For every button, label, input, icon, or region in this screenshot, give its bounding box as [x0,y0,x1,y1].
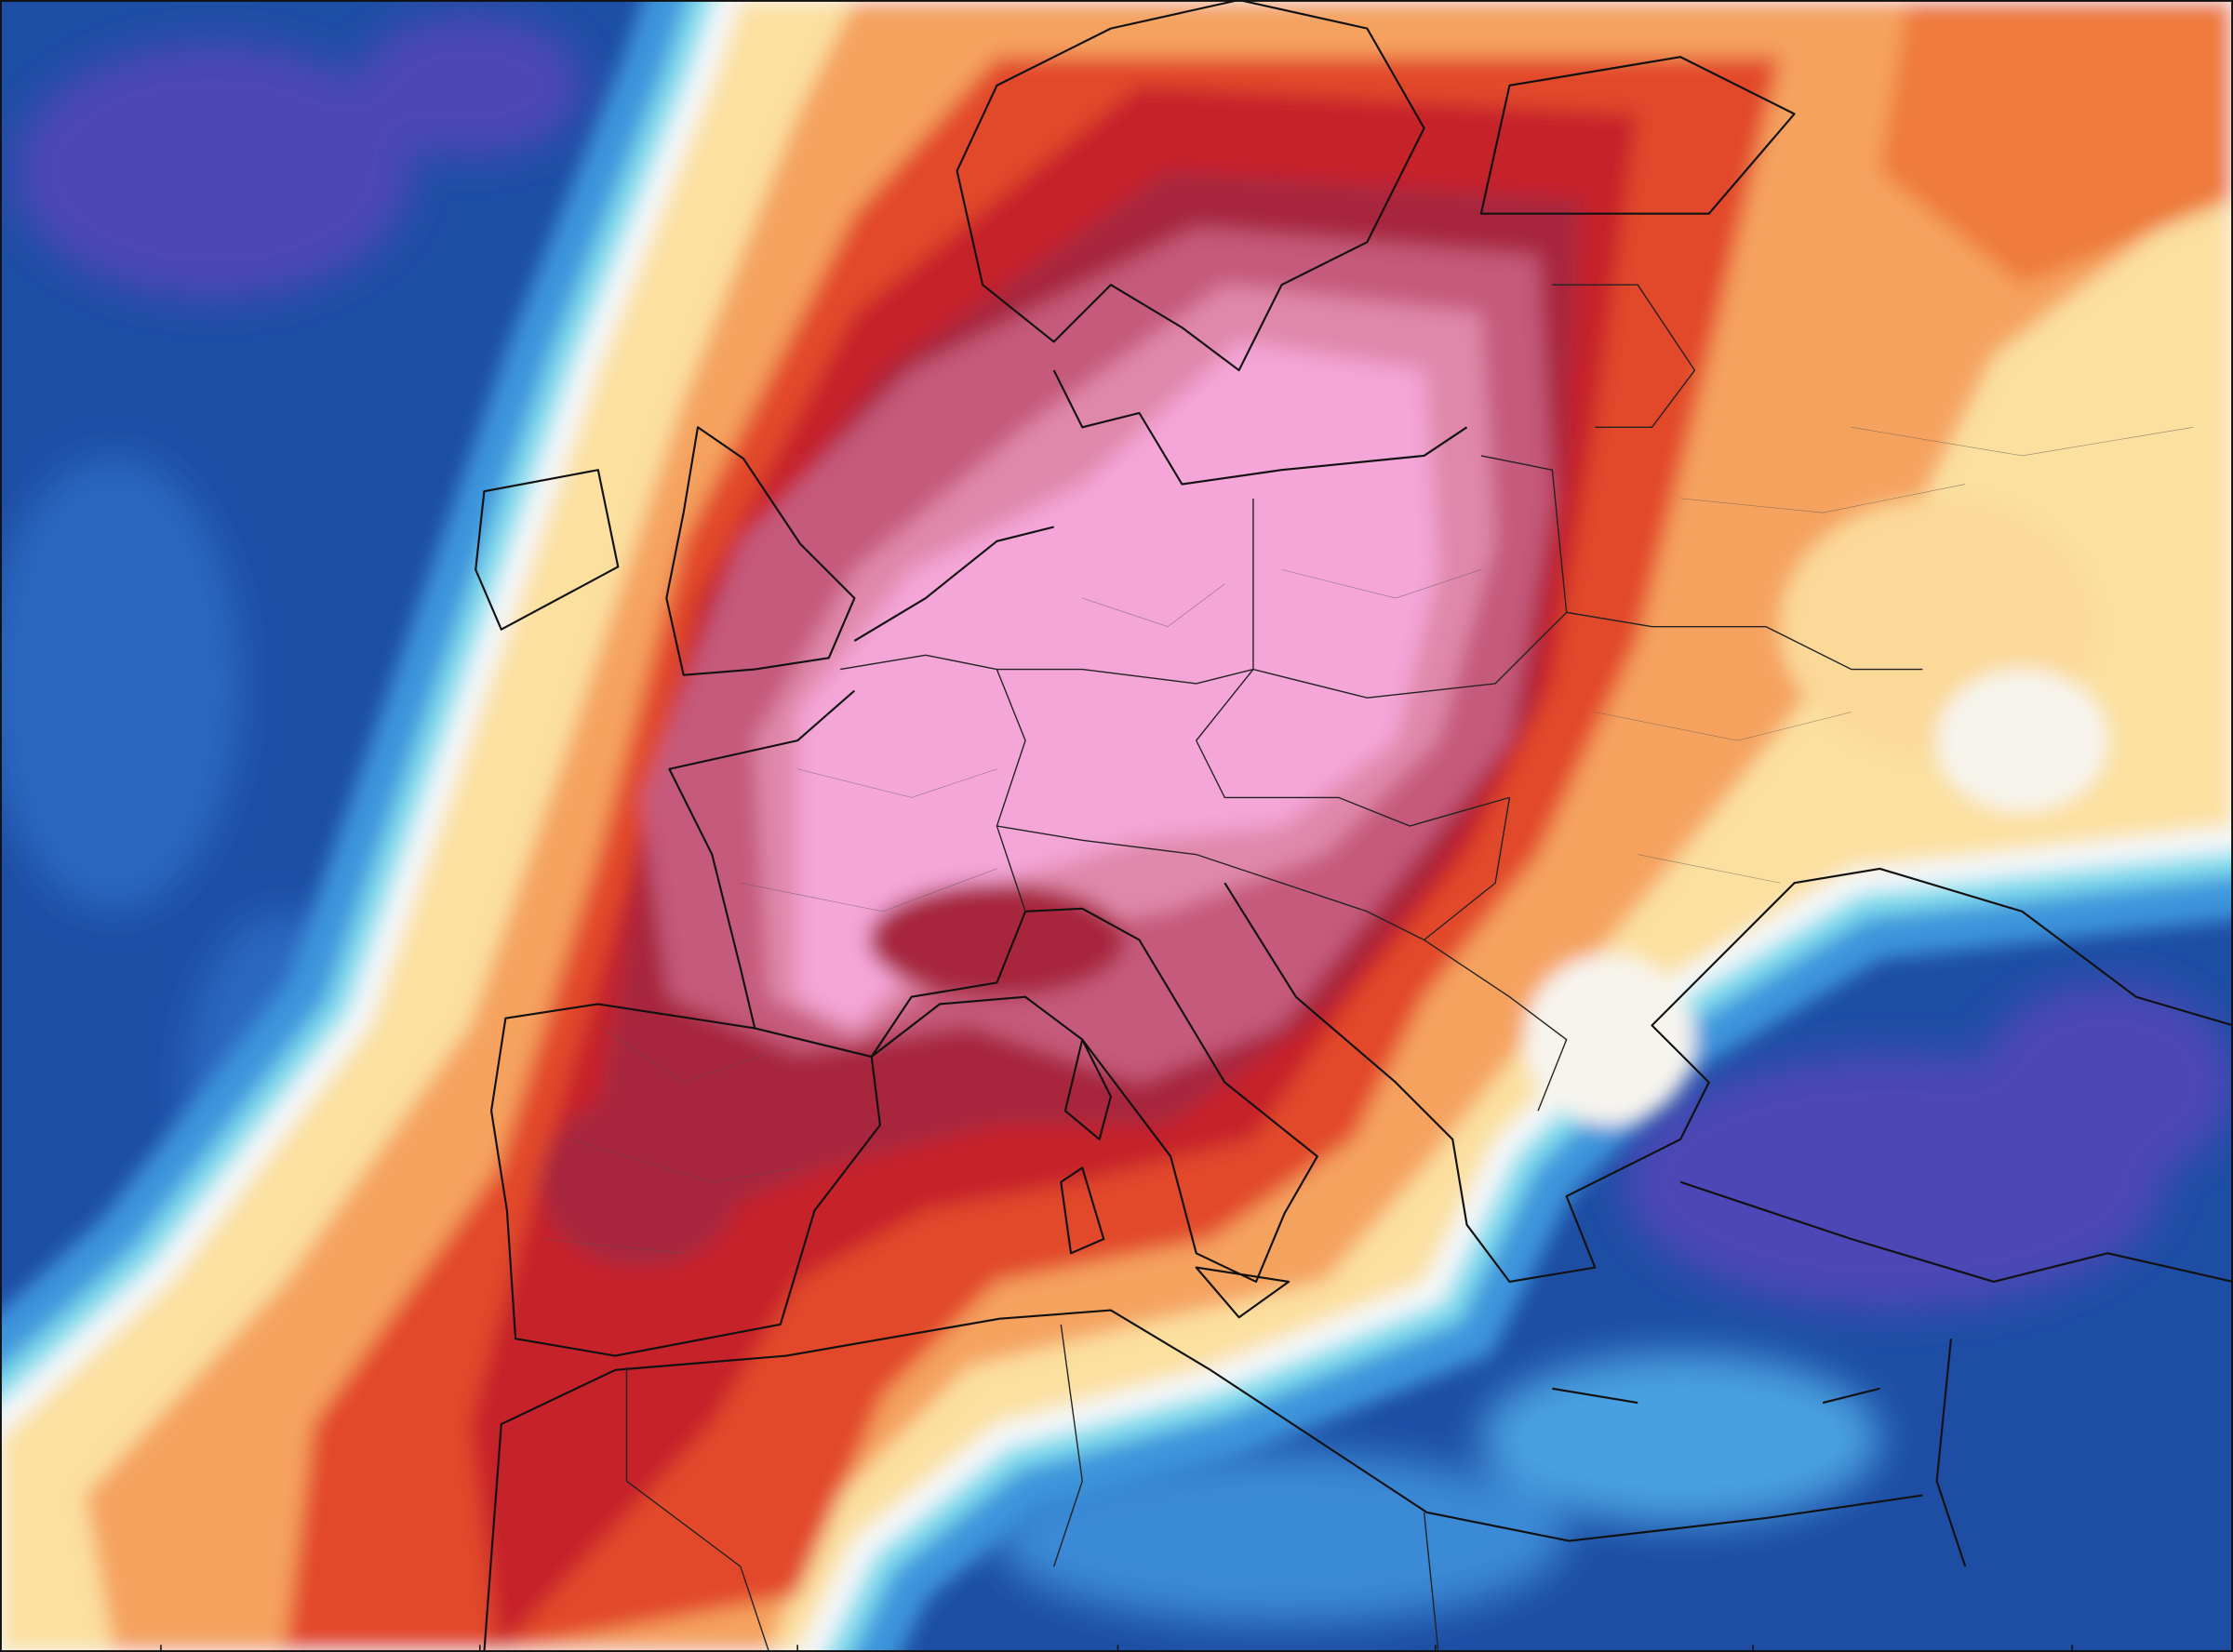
white-patch [1936,669,2108,812]
white-patch [1523,953,1695,1126]
border [1424,284,1696,1112]
coast-baltic [1052,369,1468,486]
border [1480,455,1923,671]
dark-red-patch [541,1096,741,1268]
coast-africa [483,1309,1923,1652]
border [839,654,1026,913]
coast-islands [1060,1038,1290,1319]
border [625,1324,1439,1652]
coast-ireland [475,469,620,631]
cold-patch [355,14,584,157]
coast-iberia [489,1003,881,1357]
borders [541,284,2194,1652]
cold-patch [1979,982,2233,1182]
border [1195,498,1510,827]
coast-biscay [668,689,856,1029]
border [996,797,1511,941]
coast-anatolia-levant [1679,1180,2233,1567]
dark-red-patch [868,883,1126,997]
sub-border [541,427,2194,1254]
frame-ticks [160,1645,2073,1652]
coast-britain [665,426,856,676]
coast-france-italy [870,907,1318,1284]
cold-patches [0,14,2233,1624]
coast-scandinavia [956,0,1425,372]
cold-patch [996,1452,1567,1624]
cold-patch [1480,1352,1880,1525]
coast-finland [1479,56,1796,215]
cold-patch [0,456,243,912]
coast-north-sea [853,526,1054,642]
cold-patch [14,42,413,300]
orange-zone [1879,0,2233,286]
coastlines [475,0,2233,1652]
coast-balkans-black-sea [1223,867,2233,1284]
coast-crete-cyprus [1552,1387,1880,1405]
pink-zone [797,341,1438,1026]
